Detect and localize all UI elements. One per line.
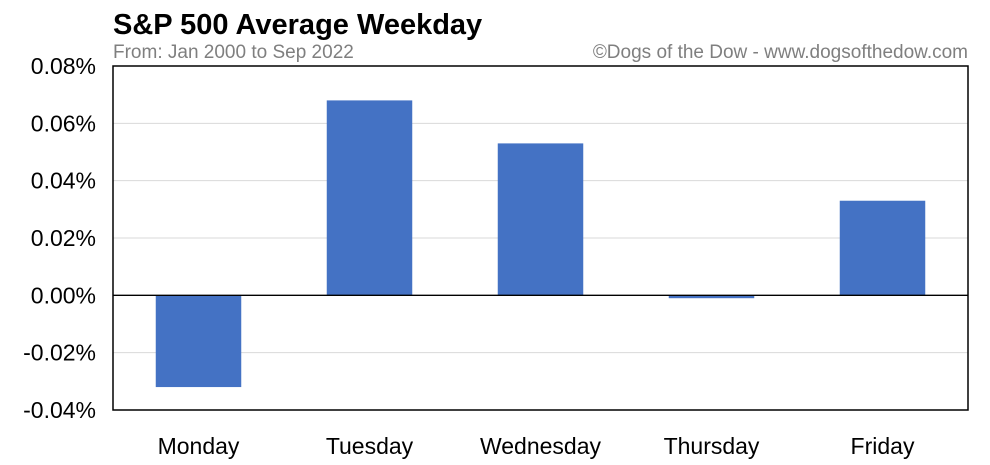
x-category-label: Thursday — [664, 433, 760, 459]
y-tick-label: 0.00% — [31, 282, 96, 308]
x-category-label: Wednesday — [480, 433, 602, 459]
chart-subtitle: From: Jan 2000 to Sep 2022 — [113, 42, 354, 63]
plot-area-frame — [112, 65, 969, 411]
y-tick-label: -0.04% — [23, 397, 96, 423]
y-tick-label: 0.08% — [31, 53, 96, 79]
bars — [155, 100, 926, 388]
bar-monday — [155, 295, 242, 388]
chart-title: S&P 500 Average Weekday — [113, 9, 482, 41]
y-tick-label: 0.02% — [31, 225, 96, 251]
x-category-label: Monday — [158, 433, 240, 459]
x-category-label: Friday — [851, 433, 915, 459]
y-axis-tick-labels: 0.08% 0.06% 0.04% 0.02% 0.00% -0.02% -0.04% — [23, 53, 96, 423]
bar-tuesday — [326, 100, 413, 296]
x-axis-category-labels: Monday Tuesday Wednesday Thursday Friday — [158, 433, 915, 459]
y-tick-label: 0.04% — [31, 168, 96, 194]
x-category-label: Tuesday — [326, 433, 414, 459]
bar-thursday — [668, 295, 755, 299]
bar-wednesday — [497, 143, 584, 296]
chart-credit: ©Dogs of the Dow - www.dogsofthedow.com — [593, 42, 968, 63]
y-tick-label: -0.02% — [23, 340, 96, 366]
y-tick-label: 0.06% — [31, 110, 96, 136]
bar-friday — [839, 200, 926, 296]
